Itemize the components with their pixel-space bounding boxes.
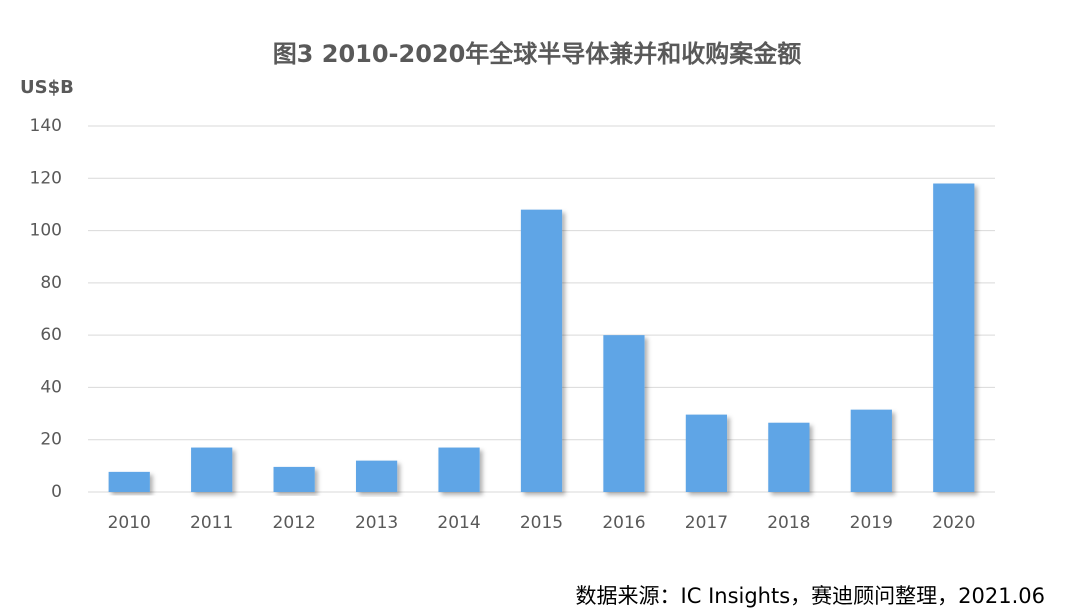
y-tick-label: 100 <box>30 221 62 241</box>
bar <box>933 183 975 492</box>
x-tick-label: 2011 <box>190 513 233 533</box>
x-tick-label: 2014 <box>437 513 480 533</box>
x-tick-label: 2013 <box>355 513 398 533</box>
bar <box>191 447 233 492</box>
x-tick-label: 2020 <box>932 513 975 533</box>
bar <box>355 460 398 492</box>
x-tick-label: 2015 <box>520 513 563 533</box>
x-tick-label: 2017 <box>685 513 728 533</box>
chart-title: 图3 2010-2020年全球半导体兼并和收购案金额 <box>273 40 802 68</box>
y-tick-label: 20 <box>40 430 62 450</box>
source-note: 数据来源：IC Insights，赛迪顾问整理，2021.06 <box>576 584 1045 608</box>
y-axis-label: US$B <box>20 77 74 98</box>
bar <box>438 447 480 492</box>
y-tick-label: 40 <box>40 377 62 397</box>
bar <box>685 414 728 492</box>
x-tick-label: 2012 <box>273 513 316 533</box>
x-tick-label: 2018 <box>767 513 810 533</box>
y-tick-label: 120 <box>30 168 62 188</box>
x-tick-label: 2010 <box>108 513 151 533</box>
bar <box>603 335 645 492</box>
y-tick-label: 0 <box>51 482 62 502</box>
y-tick-label: 140 <box>30 116 62 136</box>
y-tick-label: 80 <box>40 273 62 293</box>
bar <box>108 471 150 492</box>
bar <box>850 409 892 492</box>
bar <box>520 209 563 492</box>
bar <box>273 466 315 492</box>
x-tick-label: 2016 <box>602 513 645 533</box>
y-tick-label: 60 <box>40 325 62 345</box>
bar <box>768 422 810 492</box>
x-tick-label: 2019 <box>850 513 893 533</box>
